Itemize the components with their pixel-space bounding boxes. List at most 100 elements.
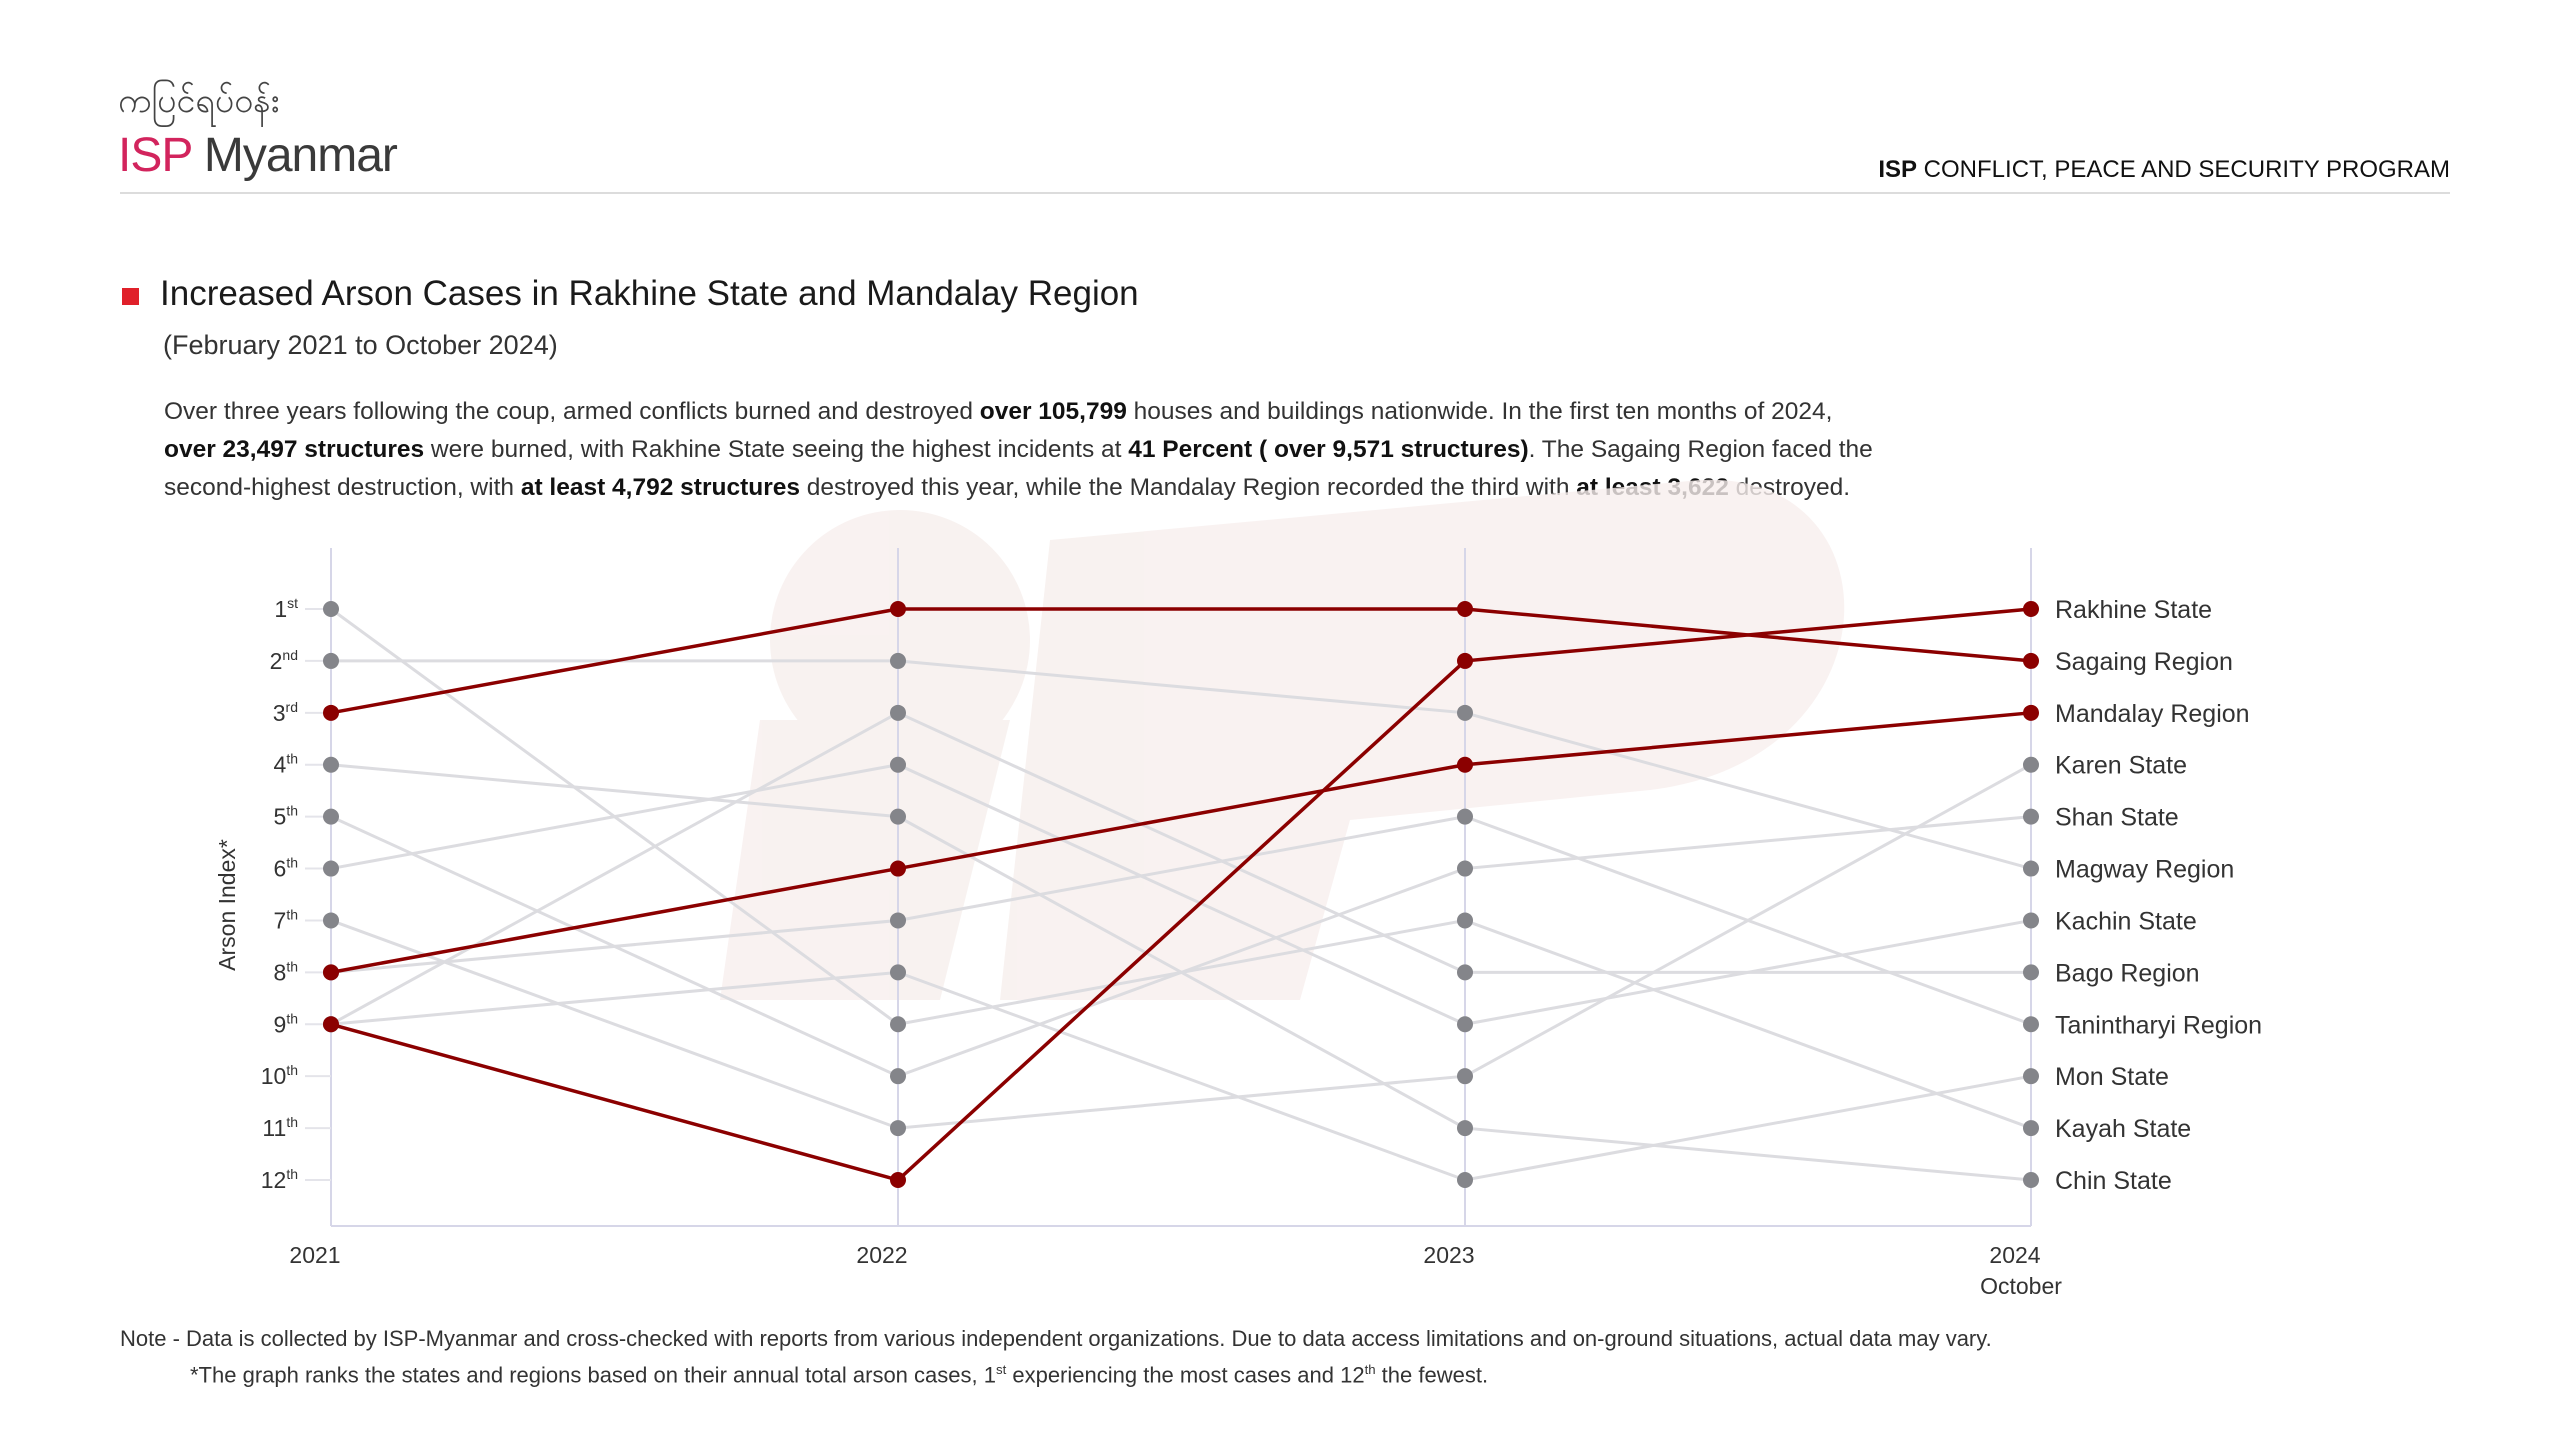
series-point [1457, 1120, 1473, 1137]
series-point [323, 860, 339, 877]
y-tick-label: 2nd [270, 647, 298, 674]
y-tick-label: 7th [274, 906, 298, 933]
x-tick-sublabel: October [1980, 1273, 2062, 1299]
series-point [323, 964, 339, 981]
series-point [2023, 704, 2039, 721]
y-tick-label: 6th [274, 855, 298, 882]
series-chin-state: Chin State [323, 756, 2172, 1195]
y-tick-label: 11th [262, 1114, 298, 1141]
program-name: ISP CONFLICT, PEACE AND SECURITY PROGRAM [1878, 156, 2450, 184]
series-line [330, 815, 2032, 1026]
note-sup: th [1364, 1362, 1376, 1377]
series-line [330, 970, 2032, 1182]
series-point [1457, 601, 1473, 617]
paragraph-text: second-highest destruction, with [164, 474, 521, 501]
series-label: Sagaing Region [2055, 648, 2233, 676]
paragraph-text: were burned, with Rakhine State seeing t… [424, 436, 1129, 463]
series-point [323, 1016, 339, 1033]
paragraph-text: houses and buildings nationwide. In the … [1126, 398, 1833, 425]
y-tick-label: 3rd [273, 699, 298, 726]
paragraph-highlight: over 105,799 [979, 398, 1127, 425]
paragraph-line: over 23,497 structures were burned, with… [164, 431, 1873, 469]
series-point [1457, 1068, 1473, 1085]
series-label: Mon State [2055, 1063, 2169, 1091]
series-point [890, 704, 906, 721]
series-point [323, 652, 339, 669]
series-line [330, 763, 2032, 1182]
logo: ISP Myanmar [118, 128, 398, 183]
series-point [323, 601, 339, 617]
series-point [1457, 1016, 1473, 1033]
series-point [323, 912, 339, 929]
series-point [890, 860, 906, 877]
page-title: Increased Arson Cases in Rakhine State a… [160, 274, 1139, 313]
program-rest: CONFLICT, PEACE AND SECURITY PROGRAM [1917, 156, 2450, 183]
series-point [1457, 756, 1473, 773]
y-tick-label: 4th [274, 751, 298, 778]
series-label: Karen State [2055, 752, 2187, 780]
series-point [1457, 808, 1473, 825]
series-point [2023, 1016, 2039, 1033]
series-label: Mandalay Region [2055, 700, 2250, 728]
series-point [890, 601, 906, 617]
series-point [890, 964, 906, 981]
watermark-shape [720, 720, 1010, 1000]
series-label: Magway Region [2055, 856, 2234, 884]
watermark-shape [770, 510, 1030, 770]
series-point [1457, 912, 1473, 929]
y-tick-label: 9th [274, 1010, 298, 1037]
series-point [323, 704, 339, 721]
paragraph-text: destroyed this year, while the Mandalay … [800, 474, 1577, 501]
series-point [890, 912, 906, 929]
series-point [1457, 704, 1473, 721]
series-bago-region: Bago Region [323, 704, 2200, 1033]
title-marker-square [122, 288, 139, 305]
logo-burmese-text: ကပြင်ရပ်ဝန်း [118, 81, 280, 121]
series-point [2023, 860, 2039, 877]
x-tick-label: 2021 [289, 1242, 340, 1268]
series-tanintharyi-region: Tanintharyi Region [323, 808, 2262, 1039]
series-label: Bago Region [2055, 959, 2200, 987]
series-point [2023, 756, 2039, 773]
series-point [1457, 860, 1473, 877]
series-point [890, 1172, 906, 1188]
series-point [890, 756, 906, 773]
note-text: *The graph ranks the states and regions … [190, 1362, 996, 1388]
series-point [890, 1068, 906, 1085]
series-label: Shan State [2055, 804, 2179, 832]
series-point [890, 1016, 906, 1033]
series-point [890, 1120, 906, 1137]
note-sup: st [995, 1362, 1007, 1377]
series-mandalay-region: Mandalay Region [323, 700, 2250, 981]
series-point [323, 756, 339, 773]
program-bold: ISP [1878, 156, 1918, 183]
paragraph-highlight: 41 Percent ( over 9,571 structures) [1128, 436, 1529, 463]
series-point [890, 652, 906, 669]
header-divider [120, 192, 2450, 194]
y-axis-title: Arson Index* [214, 839, 240, 971]
y-tick-label: 8th [274, 958, 298, 985]
series-point [2023, 652, 2039, 669]
series-label: Chin State [2055, 1167, 2172, 1195]
paragraph-text: . The Sagaing Region faced the [1528, 436, 1873, 463]
series-point [1457, 652, 1473, 669]
logo-isp: ISP [118, 129, 192, 182]
series-point [2023, 1068, 2039, 1085]
series-point [2023, 964, 2039, 981]
x-tick-label: 2023 [1423, 1242, 1474, 1268]
series-point [1457, 1172, 1473, 1188]
series-point [2023, 912, 2039, 929]
paragraph-highlight: at least 4,792 structures [520, 474, 800, 501]
series-point [2023, 808, 2039, 825]
series-sagaing-region: Sagaing Region [323, 601, 2233, 721]
paragraph-text: Over three years following the coup, arm… [164, 398, 980, 425]
x-tick-label: 2024 [1989, 1242, 2040, 1268]
series-point [890, 808, 906, 825]
series-label: Kachin State [2055, 907, 2197, 935]
paragraph-line: second-highest destruction, with at leas… [164, 469, 1873, 507]
series-label: Kayah State [2055, 1115, 2191, 1143]
note-text: experiencing the most cases and 12 [1006, 1362, 1365, 1388]
footnote-ranking-note: *The graph ranks the states and regions … [190, 1362, 1488, 1388]
series-point [2023, 1120, 2039, 1137]
series-label: Tanintharyi Region [2055, 1011, 2262, 1039]
